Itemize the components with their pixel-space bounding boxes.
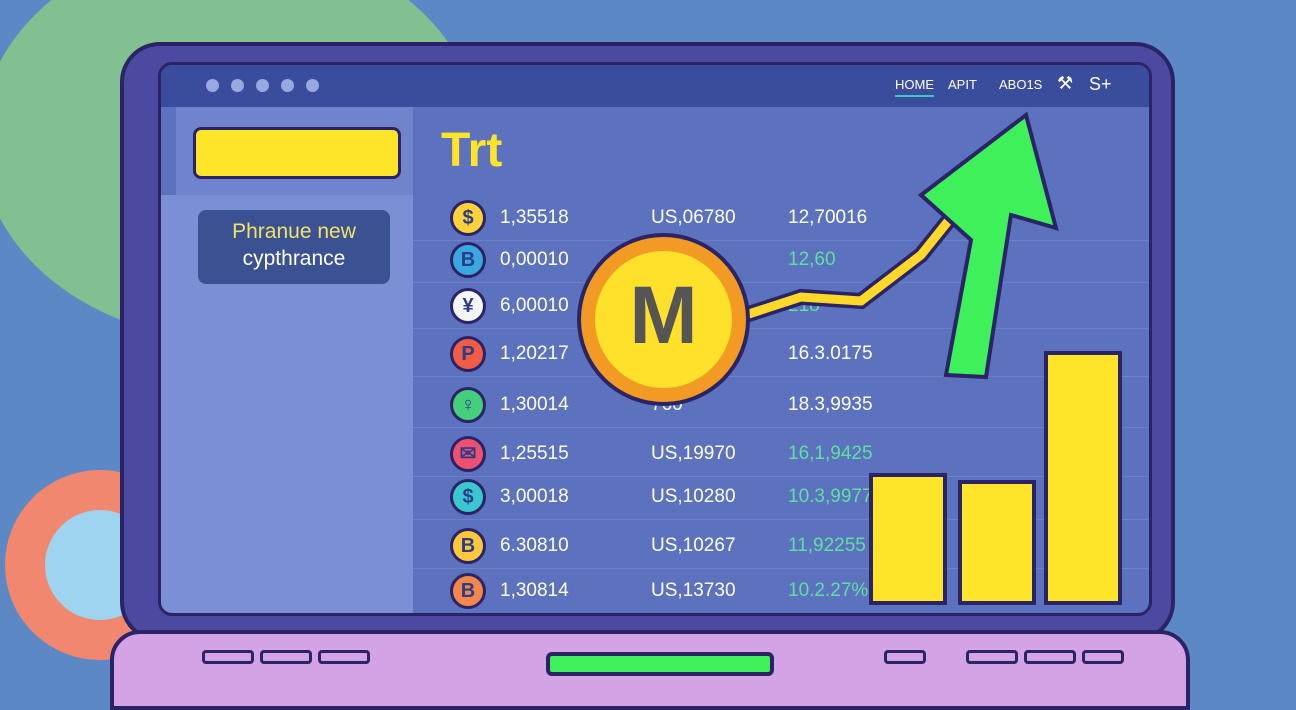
- row-change: 18.3,9935: [788, 394, 873, 415]
- coin-icon: B: [450, 573, 486, 609]
- nav-extra[interactable]: S+: [1089, 74, 1112, 94]
- row-price: US,19970: [651, 443, 736, 464]
- row-divider: [413, 568, 1149, 569]
- row-change: 16.3.0175: [788, 343, 873, 364]
- page-title: Trt: [441, 124, 503, 177]
- top-nav-bar: HOME APIT ABO1S ⚒ S+: [161, 65, 1149, 107]
- yellow-button[interactable]: [193, 127, 401, 179]
- key: [884, 650, 926, 664]
- key: [318, 650, 370, 664]
- row-amount: 6,00010: [500, 295, 569, 316]
- row-divider: [413, 240, 1149, 241]
- nav-abo1s[interactable]: ABO1S: [999, 77, 1043, 92]
- row-change: 16,1,9425: [788, 443, 873, 464]
- nav-apit[interactable]: APIT: [948, 77, 977, 92]
- row-change: 12,60: [788, 249, 836, 270]
- trend-line: [718, 200, 968, 331]
- row-divider: [413, 476, 1149, 477]
- row-change: 11,92255: [788, 535, 866, 556]
- row-divider: [413, 613, 1152, 614]
- row-divider: [413, 519, 1149, 520]
- window-dot: [206, 79, 219, 92]
- row-amount: 1,30814: [500, 580, 569, 601]
- row-price: US,10267: [651, 535, 736, 556]
- row-amount: 1,25515: [500, 443, 569, 464]
- chart-bar: [1044, 350, 1122, 605]
- row-divider: [413, 427, 1149, 428]
- row-divider: [413, 376, 1149, 377]
- coin-icon: P: [450, 336, 486, 372]
- coin-icon: ¥: [450, 288, 486, 324]
- up-arrow-icon: [917, 111, 1059, 380]
- row-price: US,13730: [651, 580, 736, 601]
- row-amount: 1,20217: [500, 343, 569, 364]
- key: [966, 650, 1018, 664]
- row-amount: 3,00018: [500, 486, 569, 507]
- row-price: US,06780: [651, 207, 736, 228]
- row-amount: 1,35518: [500, 207, 569, 228]
- row-price: US,10280: [651, 486, 736, 507]
- wrench-icon[interactable]: ⚒: [1057, 73, 1074, 93]
- row-amount: 0,00010: [500, 249, 569, 270]
- coin-icon: B: [450, 528, 486, 564]
- key: [202, 650, 254, 664]
- row-amount: 6.30810: [500, 535, 569, 556]
- laptop-keyboard-base: [110, 630, 1190, 710]
- trend-line: [719, 202, 965, 328]
- key: [1024, 650, 1076, 664]
- row-change: 12,70016: [788, 207, 868, 228]
- row-divider: [413, 282, 1149, 283]
- sidebar-card[interactable]: Phranue new cypthrance: [198, 210, 390, 284]
- key: [260, 650, 312, 664]
- card-line-1: Phranue new: [232, 220, 356, 243]
- row-amount: 1,30014: [500, 394, 569, 415]
- window-dot: [231, 79, 244, 92]
- window-dot: [306, 79, 319, 92]
- trackpad[interactable]: [546, 652, 774, 676]
- laptop-screen: HOME APIT ABO1S ⚒ S+ Phranue new cypthra…: [158, 62, 1152, 616]
- coin-icon: ♀: [450, 387, 486, 423]
- card-line-2: cypthrance: [242, 247, 346, 270]
- trend-graphic: [718, 111, 1059, 380]
- row-change: 10.2.27%: [788, 580, 869, 601]
- coin-icon: ✉: [450, 436, 486, 472]
- row-change: 10.3,9977: [788, 486, 873, 507]
- nav-home[interactable]: HOME: [895, 77, 934, 97]
- chart-bar: [869, 473, 947, 605]
- featured-coin: M: [581, 237, 746, 402]
- key: [1082, 650, 1124, 664]
- chart-bar: [958, 479, 1036, 605]
- coin-icon: $: [450, 479, 486, 515]
- coin-icon: B: [450, 242, 486, 278]
- window-dot: [281, 79, 294, 92]
- row-divider: [413, 328, 1149, 329]
- window-dot: [256, 79, 269, 92]
- coin-icon: $: [450, 200, 486, 236]
